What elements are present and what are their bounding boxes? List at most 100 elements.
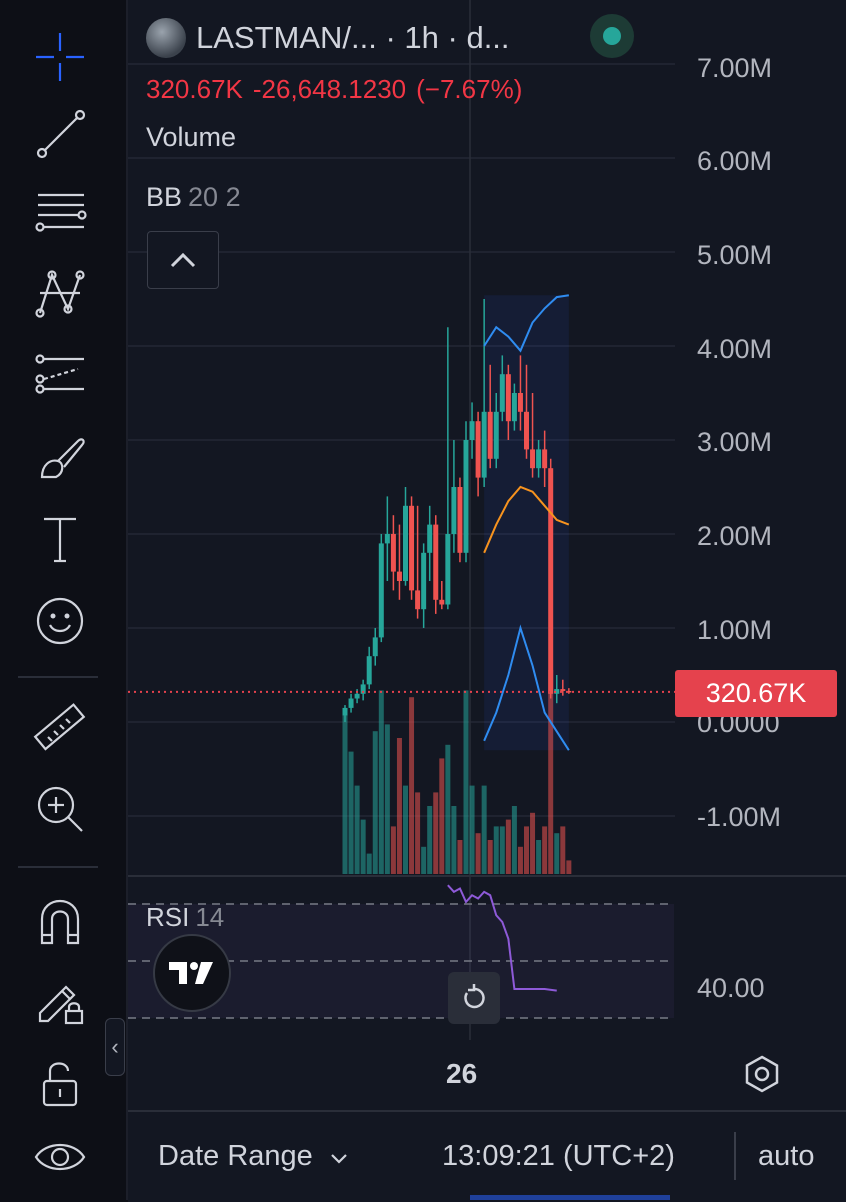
price-tick: 2.00M [697,521,773,551]
candle-body [566,690,572,693]
collapse-toolbar-button[interactable]: ‹ [105,1018,125,1076]
magnet-tool[interactable] [20,886,100,956]
auto-scale-button[interactable]: auto [758,1140,815,1172]
reset-icon [464,984,485,1009]
symbol-avatar[interactable] [146,18,186,58]
candle-body [372,637,378,657]
candle-body [354,693,360,699]
settings-icon [745,1055,779,1093]
last-price: 320.67K [146,74,243,104]
candle-body [409,505,415,591]
candle-body [469,421,475,440]
volume-bar [378,690,384,874]
fib-tool[interactable] [20,178,100,248]
candle-body [403,505,408,581]
brush-icon [40,438,85,479]
candle-body [524,411,529,450]
clock-timezone-button[interactable]: 13:09:21 (UTC+2) [442,1140,675,1172]
reset-chart-button[interactable] [448,972,500,1024]
volume-bar [499,826,505,874]
chart-settings-button[interactable] [740,1052,784,1096]
brush-tool[interactable] [20,422,100,492]
volume-bar [445,744,451,874]
toolbar-divider [126,0,128,1200]
pattern-tool[interactable] [20,258,100,328]
tradingview-logo[interactable] [153,934,231,1012]
candle-body [511,393,517,422]
time-axis-tick: 26 [446,1058,478,1089]
candle-body [348,698,354,708]
candle-body [342,707,348,716]
candle-body [554,689,560,694]
volume-bar [566,860,572,874]
toolbar-separator [18,866,98,868]
volume-bar [421,846,427,874]
volume-bar [396,738,402,874]
volume-bar [505,819,511,874]
crosshair-tool[interactable] [20,22,100,92]
drawing-toolbar: ‹ [0,0,126,1200]
candle-body [505,374,511,422]
projection-tool[interactable] [20,340,100,410]
text-tool[interactable] [20,504,100,574]
volume-bar [354,785,360,874]
candle-body [499,374,505,412]
emoji-tool[interactable] [20,586,100,656]
candle-body [542,449,548,469]
rsi-axis-tick: 40.00 [697,973,765,1003]
candle-body [548,468,554,694]
price-change-percent: (−7.67%) [416,74,523,104]
volume-bar [342,710,348,874]
candle-body [360,684,366,694]
status-dot-icon [603,27,621,45]
candle-body [487,411,493,459]
volume-bar [409,697,415,874]
volume-bar [481,785,487,874]
candle-body [378,543,384,638]
candle-body [536,449,542,469]
current-price-tag: 320.67K [675,670,837,717]
volume-bars [342,670,572,874]
measure-tool[interactable] [20,694,100,764]
zoom-in-tool[interactable] [20,774,100,844]
trend-line-tool[interactable] [20,98,100,168]
volume-bar [457,840,463,874]
candle-body [475,421,481,478]
unlock-tool[interactable] [20,1048,100,1118]
chevron-left-icon: ‹ [111,1034,119,1059]
chart-pane[interactable] [128,0,846,1110]
volume-bar [360,819,366,874]
volume-bar [511,806,517,874]
volume-bar [536,840,542,874]
candle-body [463,440,469,553]
volume-bar [348,751,354,874]
candle-body [445,534,451,605]
market-status-indicator[interactable] [590,14,634,58]
lock-drawing-icon [38,985,84,1025]
crosshair-icon [36,33,84,81]
fib-icon [35,193,87,232]
rsi-line [447,884,557,992]
bb-indicator-label[interactable]: BB 20 2 [146,182,241,212]
visibility-tool[interactable] [20,1122,100,1192]
magnet-icon [40,899,80,945]
volume-bar [427,806,433,874]
eye-icon [34,1144,86,1170]
bb-basis-line [483,485,570,554]
candle-body [530,449,536,469]
volume-bar [517,846,523,874]
volume-bar [469,785,475,874]
volume-bar [415,792,421,874]
rsi-indicator-label[interactable]: RSI 14 [146,902,225,932]
date-range-button[interactable]: Date Range [158,1140,349,1173]
collapse-legend-button[interactable] [147,231,219,289]
symbol-title[interactable]: LASTMAN/... · 1h · d... [196,20,510,55]
lock-drawings-tool[interactable] [20,964,100,1034]
volume-bar [487,840,493,874]
trend-line-icon [36,109,86,159]
bb-upper-line [483,294,570,353]
volume-bar [548,670,554,874]
candle-body [451,487,457,534]
grid [128,63,675,817]
volume-indicator-label[interactable]: Volume [146,122,237,152]
